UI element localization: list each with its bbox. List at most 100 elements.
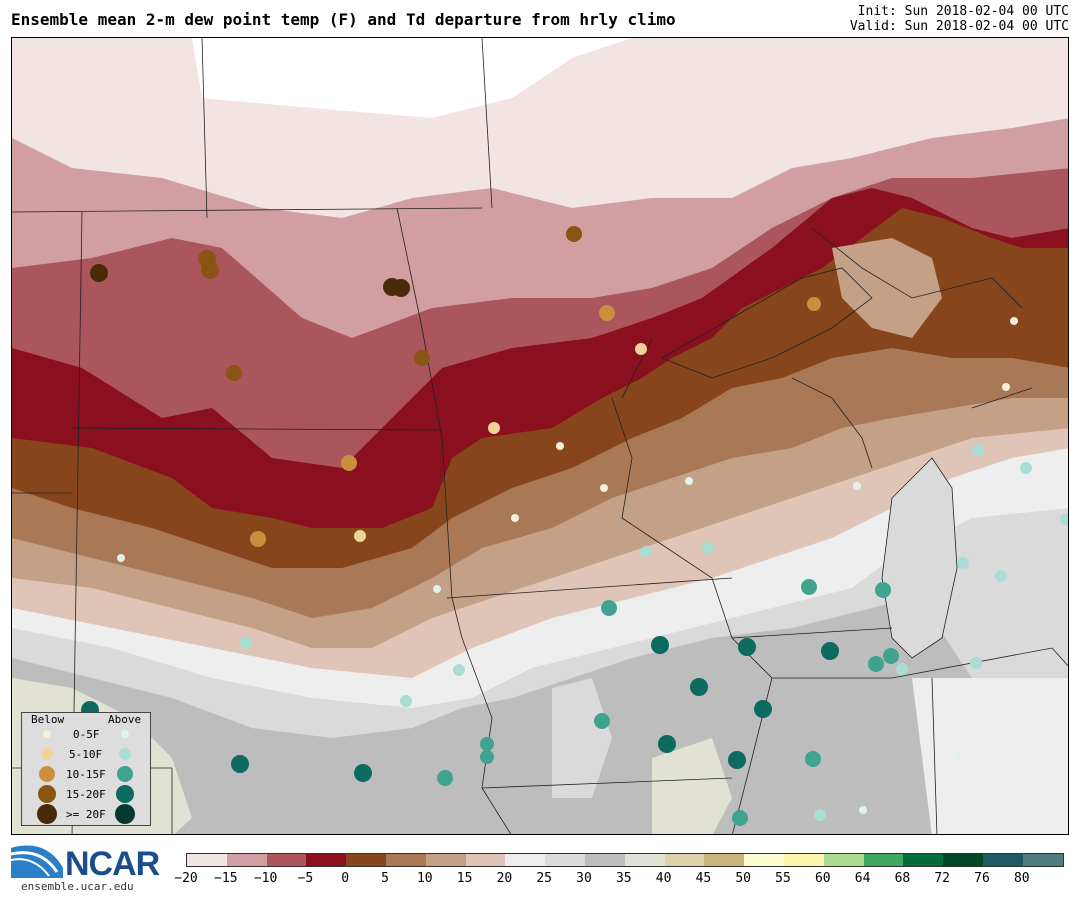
station-above	[732, 810, 748, 826]
station-above	[801, 579, 817, 595]
legend-row-3: 10-15F	[22, 765, 152, 785]
station-above	[805, 751, 821, 767]
below-dot-4	[38, 785, 56, 803]
colorbar-tick-label: 10	[416, 871, 433, 886]
colorbar-tick-label: 15	[456, 871, 473, 886]
colorbar-swatch	[545, 854, 585, 866]
colorbar-tick-label: 80	[1013, 871, 1030, 886]
colorbar-swatch	[664, 854, 705, 866]
colorbar-tick-label: 35	[615, 871, 632, 886]
ncar-logo-icon	[11, 845, 63, 878]
colorbar-swatch	[425, 854, 466, 866]
colorbar-swatch	[823, 854, 864, 866]
colorbar-tick-label: 40	[655, 871, 672, 886]
band-35b	[652, 738, 732, 834]
legend-row-2: 5-10F	[22, 745, 152, 765]
station-below	[1010, 317, 1018, 325]
station-below	[635, 343, 647, 355]
colorbar-swatch	[346, 854, 386, 866]
chart-title: Ensemble mean 2-m dew point temp (F) and…	[11, 10, 676, 29]
map-panel[interactable]	[11, 37, 1069, 835]
station-above	[658, 735, 676, 753]
station-above	[754, 700, 772, 718]
station-above	[480, 750, 494, 764]
station-above	[896, 663, 908, 675]
station-legend: Below Above 0-5F 5-10F 10-15F 15-20F >= …	[21, 712, 151, 826]
colorbar-swatch	[943, 854, 983, 866]
station-below	[807, 297, 821, 311]
ncar-url: ensemble.ucar.edu	[21, 880, 134, 893]
patch-ne	[832, 238, 942, 338]
station-above	[702, 542, 714, 554]
colorbar-tick-label: 50	[735, 871, 752, 886]
state-borders	[12, 38, 1068, 834]
colorbar-swatch	[744, 854, 784, 866]
station-above	[995, 570, 1007, 582]
station-below	[201, 261, 219, 279]
below-dot-1	[43, 730, 51, 738]
station-above	[690, 678, 708, 696]
station-below	[414, 350, 430, 366]
station-below	[226, 365, 242, 381]
legend-label-1: 0-5F	[73, 728, 100, 741]
colorbar-swatch	[863, 854, 904, 866]
station-above	[738, 638, 756, 656]
above-dot-4	[116, 785, 134, 803]
colorbar-tick-label: 55	[775, 871, 791, 886]
station-below	[250, 531, 266, 547]
valid-time: Valid: Sun 2018-02-04 00 UTC	[849, 19, 1069, 34]
colorbar-swatch	[465, 854, 506, 866]
station-above	[685, 477, 693, 485]
above-dot-3	[117, 766, 133, 782]
colorbar	[186, 853, 1064, 867]
below-dot-2	[41, 748, 53, 760]
station-above	[480, 737, 494, 751]
init-time: Init: Sun 2018-02-04 00 UTC	[857, 4, 1069, 19]
station-below	[392, 279, 410, 297]
colorbar-tick-label: −15	[214, 871, 238, 886]
station-above	[875, 582, 891, 598]
station-below	[341, 455, 357, 471]
station-above	[1020, 462, 1032, 474]
station-below	[488, 422, 500, 434]
legend-row-1: 0-5F	[22, 725, 152, 745]
colorbar-swatch	[903, 854, 944, 866]
above-dot-2	[119, 748, 131, 760]
colorbar-tick-label: 64	[854, 871, 871, 886]
station-above	[240, 637, 252, 649]
station-markers	[81, 226, 1068, 826]
station-above	[957, 557, 969, 569]
station-above	[972, 444, 984, 456]
station-below	[566, 226, 582, 242]
legend-label-3: 10-15F	[66, 768, 106, 781]
station-above	[1060, 513, 1068, 525]
colorbar-swatch	[226, 854, 267, 866]
colorbar-swatch	[266, 854, 307, 866]
lake-michigan	[881, 457, 958, 659]
colorbar-swatch	[624, 854, 665, 866]
station-below	[511, 514, 519, 522]
legend-label-5: >= 20F	[66, 808, 106, 821]
colorbar-tick-label: 0	[341, 871, 350, 886]
colorbar-tick-label: −5	[297, 871, 314, 886]
station-above	[354, 764, 372, 782]
dewpoint-map	[12, 38, 1068, 834]
legend-label-4: 15-20F	[66, 788, 106, 801]
colorbar-swatch	[505, 854, 546, 866]
colorbar-swatch	[187, 854, 227, 866]
colorbar-tick-label: 68	[894, 871, 911, 886]
station-above	[821, 642, 839, 660]
below-dot-5	[37, 804, 57, 824]
colorbar-tick-label: 72	[934, 871, 951, 886]
above-dot-5	[115, 804, 135, 824]
station-below	[599, 305, 615, 321]
colorbar-swatch	[982, 854, 1023, 866]
station-above	[868, 656, 884, 672]
legend-row-5: >= 20F	[22, 804, 152, 825]
station-above	[859, 806, 867, 814]
station-above	[601, 600, 617, 616]
station-above	[651, 636, 669, 654]
station-below	[600, 484, 608, 492]
legend-row-4: 15-20F	[22, 785, 152, 805]
station-below	[354, 530, 366, 542]
